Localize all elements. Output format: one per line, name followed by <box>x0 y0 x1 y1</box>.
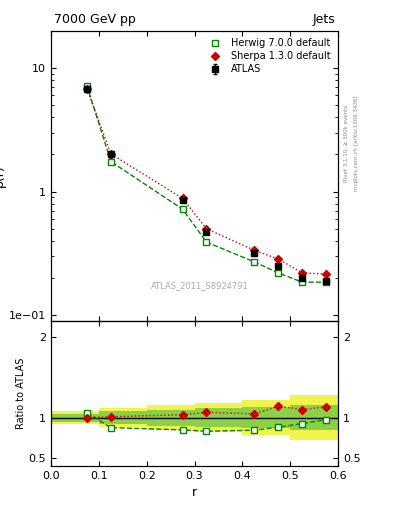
Bar <box>99 411 147 424</box>
Legend: Herwig 7.0.0 default, Sherpa 1.3.0 default, ATLAS: Herwig 7.0.0 default, Sherpa 1.3.0 defau… <box>200 35 333 77</box>
Herwig 7.0.0 default <box>84 82 89 89</box>
Bar <box>147 406 195 430</box>
Bar <box>51 411 99 424</box>
Text: mcplots.cern.ch [arXiv:1306.3436]: mcplots.cern.ch [arXiv:1306.3436] <box>354 96 359 191</box>
Herwig 7.0.0 default <box>108 158 113 164</box>
Line: Herwig 7.0.0 default: Herwig 7.0.0 default <box>83 82 329 286</box>
Text: 7000 GeV pp: 7000 GeV pp <box>54 13 136 27</box>
Herwig 7.0.0 default <box>276 270 281 276</box>
Bar <box>195 408 242 427</box>
Bar <box>242 407 290 428</box>
Bar <box>195 403 242 432</box>
Sherpa 1.3.0 default <box>300 270 305 276</box>
Bar <box>290 395 338 440</box>
Bar <box>147 410 195 425</box>
Herwig 7.0.0 default <box>300 279 305 285</box>
Bar <box>99 408 147 427</box>
Line: Sherpa 1.3.0 default: Sherpa 1.3.0 default <box>84 86 329 277</box>
Sherpa 1.3.0 default <box>84 86 89 92</box>
Bar <box>242 400 290 435</box>
Sherpa 1.3.0 default <box>180 196 185 202</box>
Y-axis label: ρ(r): ρ(r) <box>0 164 6 187</box>
X-axis label: r: r <box>192 486 197 499</box>
Text: Rivet 3.1.10, ≥ 300k events: Rivet 3.1.10, ≥ 300k events <box>344 105 349 182</box>
Herwig 7.0.0 default <box>180 206 185 212</box>
Sherpa 1.3.0 default <box>276 256 281 262</box>
Bar <box>290 406 338 430</box>
Sherpa 1.3.0 default <box>324 271 329 277</box>
Bar <box>51 414 99 421</box>
Sherpa 1.3.0 default <box>204 226 209 232</box>
Herwig 7.0.0 default <box>252 259 257 265</box>
Herwig 7.0.0 default <box>204 239 209 245</box>
Sherpa 1.3.0 default <box>108 151 113 157</box>
Text: ATLAS_2011_S8924791: ATLAS_2011_S8924791 <box>151 282 249 290</box>
Herwig 7.0.0 default <box>324 279 329 285</box>
Sherpa 1.3.0 default <box>252 247 257 253</box>
Y-axis label: Ratio to ATLAS: Ratio to ATLAS <box>16 358 26 429</box>
Text: Jets: Jets <box>312 13 335 27</box>
